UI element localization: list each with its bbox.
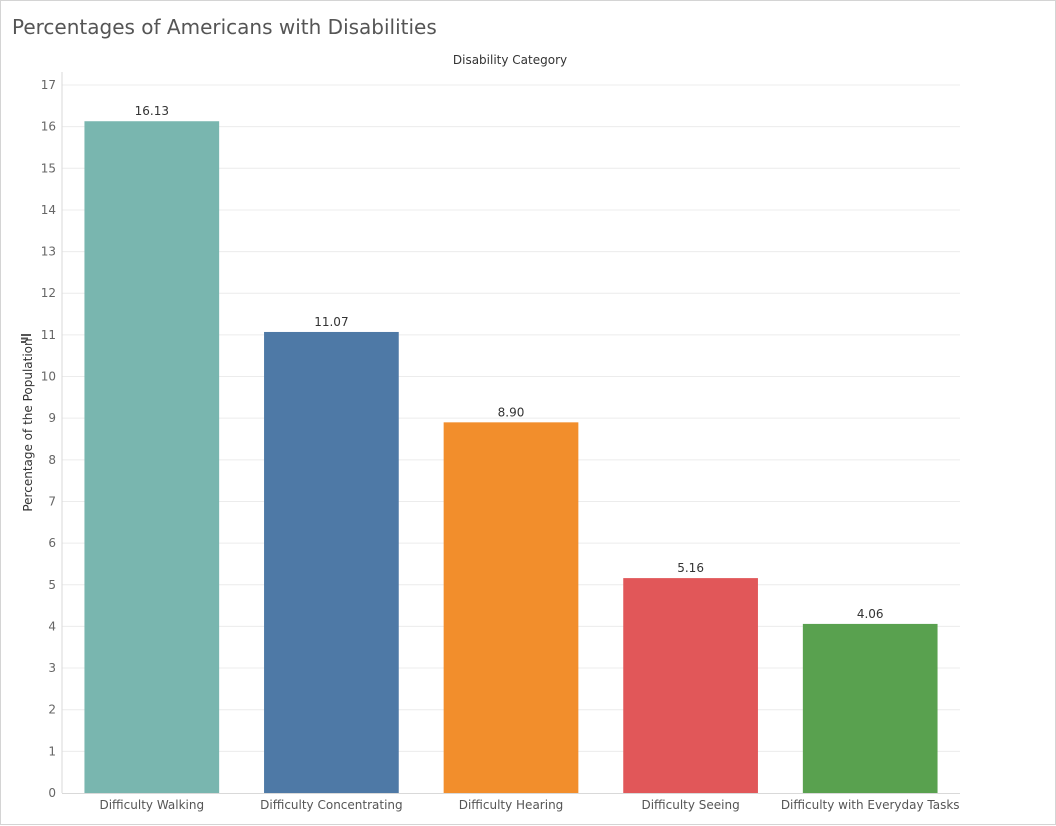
column-header: Disability Category: [452, 53, 568, 67]
y-tick-label: 5: [48, 578, 56, 592]
bar-difficulty-with-everyday-tasks[interactable]: [802, 623, 938, 793]
value-label: 16.13: [135, 104, 169, 118]
value-label: 5.16: [677, 561, 704, 575]
category-label: Difficulty Concentrating: [260, 798, 403, 812]
category-label: Difficulty with Everyday Tasks: [781, 798, 960, 812]
bar-difficulty-walking[interactable]: [84, 121, 220, 794]
value-label: 11.07: [314, 315, 348, 329]
y-tick-label: 17: [41, 78, 56, 92]
value-labels: 16.13 11.07 8.90 5.16 4.06: [135, 104, 884, 621]
y-tick-label: 1: [48, 744, 56, 758]
y-tick-label: 0: [48, 786, 56, 800]
y-tick-label: 9: [48, 411, 56, 425]
y-tick-label: 8: [48, 453, 56, 467]
category-label: Difficulty Hearing: [459, 798, 564, 812]
y-tick-label: 4: [48, 619, 56, 633]
y-tick-label: 13: [41, 245, 56, 259]
bar-difficulty-hearing[interactable]: [443, 422, 579, 793]
bars: [84, 121, 938, 794]
bar-difficulty-seeing[interactable]: [623, 578, 758, 793]
chart-title: Percentages of Americans with Disabiliti…: [12, 15, 437, 39]
y-tick-label: 15: [41, 161, 56, 175]
y-tick-label: 10: [41, 370, 56, 384]
value-label: 8.90: [498, 405, 525, 419]
category-label: Difficulty Walking: [99, 798, 204, 812]
y-tick-label: 14: [41, 203, 56, 217]
y-tick-label: 11: [41, 328, 56, 342]
y-tick-label: 2: [48, 703, 56, 717]
sort-descending-icon[interactable]: [20, 333, 32, 345]
x-axis-categories: Difficulty Walking Difficulty Concentrati…: [99, 798, 959, 812]
y-tick-label: 12: [41, 286, 56, 300]
y-tick-label: 7: [48, 494, 56, 508]
bar-difficulty-concentrating[interactable]: [264, 331, 399, 793]
y-tick-label: 16: [41, 120, 56, 134]
value-label: 4.06: [857, 607, 884, 621]
y-tick-label: 3: [48, 661, 56, 675]
y-tick-label: 6: [48, 536, 56, 550]
category-label: Difficulty Seeing: [641, 798, 739, 812]
